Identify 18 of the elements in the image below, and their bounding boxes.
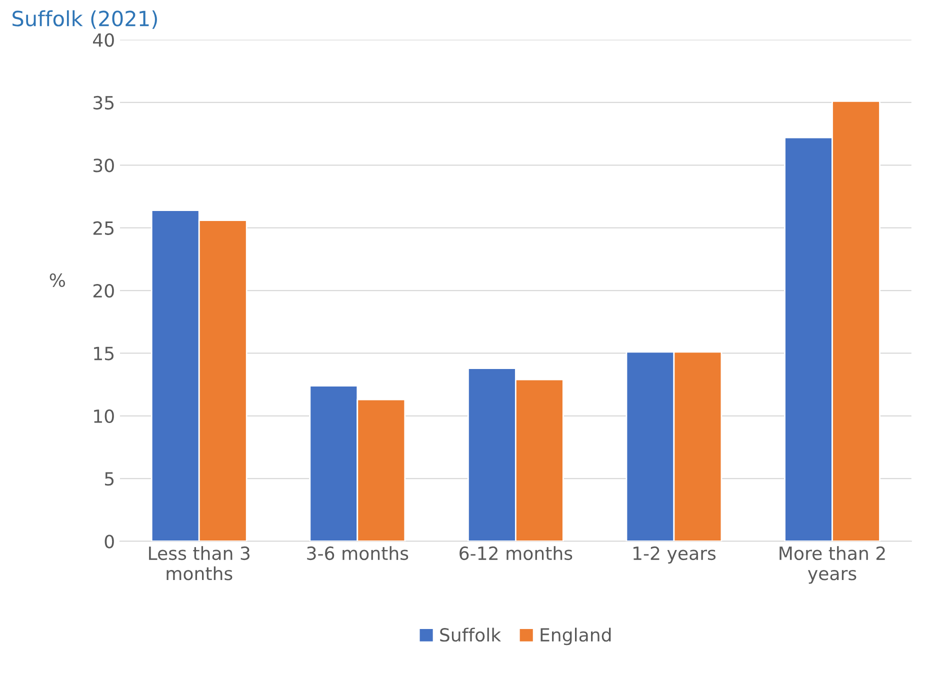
y-tick-label: 40 bbox=[93, 33, 114, 47]
y-tick-label: 5 bbox=[105, 472, 114, 486]
x-tick-label: 6-12 months bbox=[460, 546, 572, 560]
x-tick-label: More than 2 years bbox=[780, 546, 885, 584]
y-tick-label: 15 bbox=[94, 346, 114, 360]
x-tick-label: 3-6 months bbox=[307, 546, 408, 560]
y-tick-label: 10 bbox=[94, 409, 114, 424]
y-tick-label: 30 bbox=[94, 158, 114, 172]
legend-label: England bbox=[540, 628, 611, 646]
chart-title: Suffolk (2021) bbox=[12, 10, 157, 29]
y-tick-label: 0 bbox=[104, 534, 114, 548]
legend-label: Suffolk bbox=[440, 628, 502, 642]
y-tick-label: 35 bbox=[94, 96, 114, 110]
y-tick-label: 20 bbox=[93, 284, 114, 298]
x-tick-label: Less than 3 months bbox=[149, 546, 250, 580]
y-axis-title: % bbox=[50, 273, 65, 288]
y-tick-label: 25 bbox=[93, 221, 114, 235]
x-tick-label: 1-2 years bbox=[633, 546, 716, 564]
